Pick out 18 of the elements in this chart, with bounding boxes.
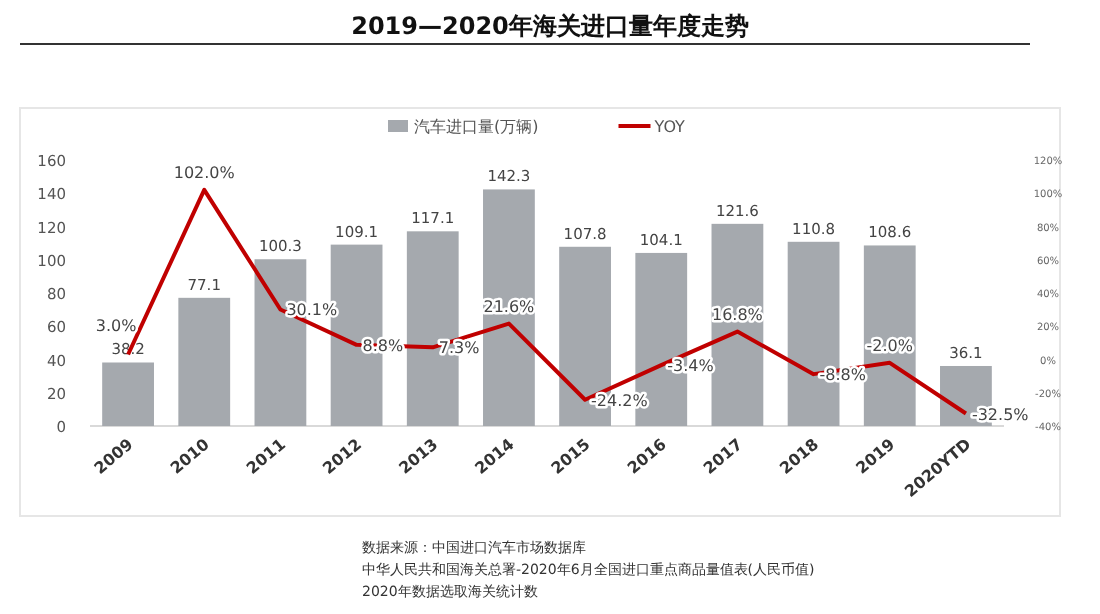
legend-label: YOY <box>652 118 686 136</box>
data-label: 16.8% <box>711 305 764 324</box>
bar <box>178 297 231 426</box>
bar <box>863 245 916 426</box>
bar <box>102 362 154 426</box>
data-label: 7.3% <box>438 339 481 358</box>
data-label: 21.6% <box>483 297 536 316</box>
data-label: -32.5% <box>971 405 1030 424</box>
data-label: -8.8% <box>819 366 867 385</box>
chart-title: 2019—2020年海关进口量年度走势 <box>351 12 749 40</box>
data-label: 8.8% <box>362 336 405 355</box>
bar <box>483 189 535 426</box>
data-label: 30.1% <box>286 301 339 320</box>
data-label: 3.0% <box>95 316 138 335</box>
legend-label: 汽车进口量(万辆) <box>414 118 539 136</box>
data-label: -3.4% <box>667 357 715 376</box>
data-label: 102.0% <box>173 163 236 182</box>
data-label: -2.0% <box>866 336 914 355</box>
